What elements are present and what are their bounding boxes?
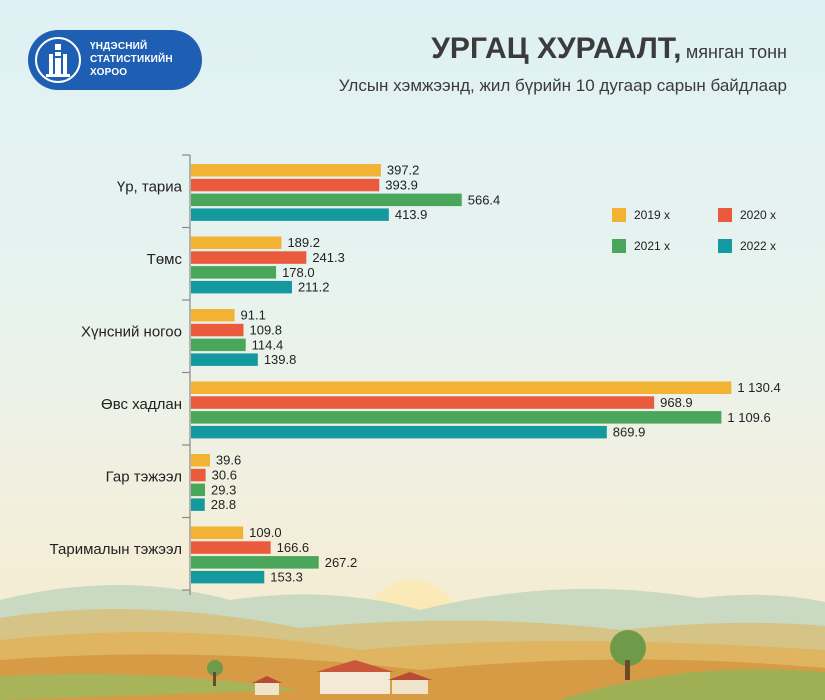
- data-label: 267.2: [325, 555, 358, 570]
- logo-line: ХОРОО: [90, 67, 128, 78]
- data-label: 166.6: [277, 540, 310, 555]
- data-label: 211.2: [298, 280, 330, 295]
- bar: [191, 208, 389, 221]
- chart-legend: 2019 х 2020 х 2021 х 2022 х: [612, 208, 776, 253]
- legend-label: 2022 х: [740, 239, 776, 253]
- bar: [191, 454, 210, 467]
- data-label: 28.8: [211, 497, 236, 512]
- bar: [191, 251, 307, 264]
- legend-swatch: [612, 239, 626, 253]
- bar: [191, 411, 722, 424]
- logo-line: СТАТИСТИКИЙН: [90, 54, 173, 65]
- data-label: 178.0: [282, 265, 315, 280]
- bar: [191, 541, 271, 554]
- chart-title: УРГАЦ ХУРААЛТ, мянган тонн: [431, 32, 787, 66]
- bar: [191, 236, 282, 249]
- bar: [191, 570, 265, 584]
- data-label: 1 130.4: [737, 380, 780, 395]
- category-label: Тарималын тэжээл: [50, 541, 182, 558]
- legend-label: 2019 х: [634, 208, 670, 222]
- bar: [191, 381, 732, 394]
- soyombo-emblem-icon: [35, 37, 81, 83]
- bar: [191, 280, 292, 294]
- data-label: 968.9: [660, 395, 693, 410]
- chart-subtitle: Улсын хэмжээнд, жил бүрийн 10 дугаар сар…: [338, 76, 787, 95]
- data-label: 91.1: [241, 308, 266, 323]
- data-label: 139.8: [264, 352, 297, 367]
- data-label: 109.0: [249, 525, 282, 540]
- data-label: 153.3: [270, 570, 303, 585]
- bar: [191, 353, 258, 366]
- bar: [191, 309, 235, 322]
- category-label: Төмс: [147, 251, 183, 268]
- legend-swatch: [718, 239, 732, 253]
- bar: [191, 338, 246, 352]
- category-label: Гар тэжээл: [106, 469, 182, 486]
- bar: [191, 526, 244, 539]
- bar: [191, 425, 607, 439]
- data-label: 114.4: [252, 337, 284, 352]
- data-label: 241.3: [312, 250, 345, 265]
- data-label: 397.2: [387, 163, 420, 178]
- data-label: 393.9: [385, 177, 418, 192]
- logo-text: ҮНДЭСНИЙ СТАТИСТИКИЙН ХОРОО: [90, 40, 173, 79]
- data-label: 189.2: [287, 235, 320, 250]
- data-label: 566.4: [468, 192, 501, 207]
- bar: [191, 556, 319, 569]
- data-label: 869.9: [613, 425, 646, 440]
- data-label: 39.6: [216, 453, 241, 468]
- chart-axis: Үр, тариа Төмс Хүнсний ногоо Өвс хадлан Гар …: [50, 154, 191, 595]
- bar: [191, 396, 655, 409]
- title-main: УРГАЦ ХУРААЛТ,: [431, 32, 682, 65]
- legend-label: 2020 х: [740, 208, 776, 222]
- bar: [191, 193, 462, 207]
- bar: [191, 266, 277, 279]
- bar: [191, 323, 244, 337]
- bar: [191, 498, 205, 511]
- bar: [191, 483, 206, 497]
- category-label: Хүнсний ногоо: [81, 324, 182, 341]
- nso-logo: ҮНДЭСНИЙ СТАТИСТИКИЙН ХОРОО: [28, 30, 202, 90]
- title-unit: мянган тонн: [685, 42, 787, 62]
- logo-line: ҮНДЭСНИЙ: [90, 41, 148, 52]
- bar: [191, 178, 380, 192]
- bar: [191, 468, 206, 482]
- legend-swatch: [612, 208, 626, 222]
- data-label: 30.6: [212, 467, 237, 482]
- category-label: Үр, тариа: [117, 179, 183, 196]
- data-label: 109.8: [249, 322, 282, 337]
- data-label: 413.9: [395, 207, 428, 222]
- data-label: 29.3: [211, 482, 236, 497]
- bar: [191, 164, 381, 177]
- data-label: 1 109.6: [727, 410, 770, 425]
- legend-swatch: [718, 208, 732, 222]
- legend-label: 2021 х: [634, 239, 670, 253]
- category-label: Өвс хадлан: [101, 396, 182, 413]
